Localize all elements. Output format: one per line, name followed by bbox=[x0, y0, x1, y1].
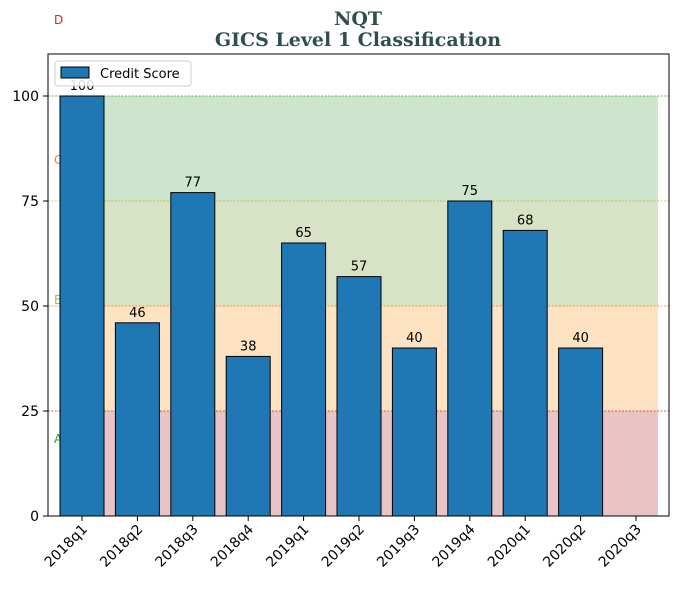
plot-area: ABCD10046773865574075684002550751002018q… bbox=[12, 13, 670, 571]
chart-subtitle: GICS Level 1 Classification bbox=[215, 29, 501, 51]
band-label-c: C bbox=[54, 153, 62, 167]
x-tick-label-2020q3: 2020q3 bbox=[596, 522, 645, 571]
bar-2018q4 bbox=[225, 355, 271, 517]
bar-2019q4 bbox=[447, 200, 493, 517]
data-label-2020q1: 68 bbox=[517, 213, 534, 228]
x-tick-label-2020q2: 2020q2 bbox=[540, 522, 589, 571]
legend-swatch bbox=[60, 66, 90, 79]
x-tick-label-2018q2: 2018q2 bbox=[97, 522, 146, 571]
data-label-2019q4: 75 bbox=[462, 184, 479, 199]
x-tick-label-2019q1: 2019q1 bbox=[263, 522, 312, 571]
x-tick-label-2019q3: 2019q3 bbox=[374, 522, 423, 571]
chart-title: NQT bbox=[334, 8, 382, 30]
data-label-2019q2: 57 bbox=[351, 260, 368, 275]
band-label-b: B bbox=[54, 293, 62, 307]
x-tick-label-2018q1: 2018q1 bbox=[42, 522, 91, 571]
y-tick-label-75: 75 bbox=[21, 194, 39, 210]
bar-2018q3 bbox=[170, 192, 216, 517]
legend-label: Credit Score bbox=[100, 67, 180, 82]
x-tick-label-2019q2: 2019q2 bbox=[319, 522, 368, 571]
data-label-2018q2: 46 bbox=[129, 306, 146, 321]
data-label-2018q3: 77 bbox=[185, 176, 202, 191]
x-tick-label-2019q4: 2019q4 bbox=[430, 521, 479, 570]
band-label-a: A bbox=[54, 432, 63, 446]
bar-2020q1 bbox=[502, 229, 548, 517]
x-tick-label-2018q4: 2018q4 bbox=[208, 521, 257, 570]
y-tick-label-0: 0 bbox=[30, 509, 39, 525]
y-tick-label-100: 100 bbox=[12, 89, 39, 105]
bar-2018q1 bbox=[59, 95, 105, 517]
data-label-2018q4: 38 bbox=[240, 339, 257, 354]
bar-2019q1 bbox=[281, 242, 327, 517]
data-label-2020q2: 40 bbox=[572, 331, 589, 346]
bar-2019q3 bbox=[391, 347, 437, 517]
x-tick-label-2018q3: 2018q3 bbox=[153, 522, 202, 571]
bar-2018q2 bbox=[114, 322, 160, 517]
bar-2019q2 bbox=[336, 276, 382, 517]
band-label-d: D bbox=[54, 13, 63, 27]
x-tick-label-2020q1: 2020q1 bbox=[485, 522, 534, 571]
y-tick-label-25: 25 bbox=[21, 404, 39, 420]
y-tick-label-50: 50 bbox=[21, 299, 39, 315]
data-label-2019q1: 65 bbox=[295, 226, 312, 241]
data-label-2019q3: 40 bbox=[406, 331, 423, 346]
bar-2020q2 bbox=[558, 347, 604, 517]
band-d bbox=[60, 96, 658, 201]
